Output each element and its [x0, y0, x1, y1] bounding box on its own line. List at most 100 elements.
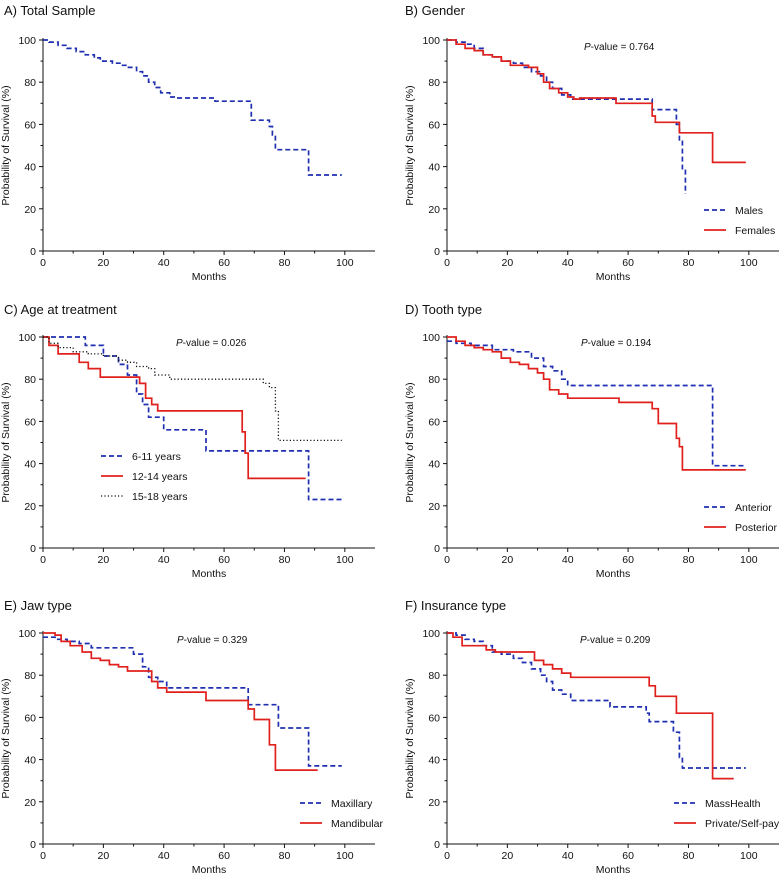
p-value-prefix: P — [176, 338, 183, 349]
chart-panel-2: B) Gender 0 20 40 60 80 100 0 20 40 60 80 100 Months P… — [404, 3, 779, 283]
x-tick-label: 0 — [40, 554, 46, 566]
chart-panel-6: F) Insurance type 0 20 40 60 80 100 0 20 40 60 80 10… — [404, 598, 780, 876]
legend-label: 15-18 years — [132, 491, 187, 503]
y-tick-label: 60 — [428, 712, 440, 724]
p-value-value: -value = 0.209 — [587, 635, 651, 646]
chart-panel-3: C) Age at treatment 0 20 40 60 80 100 0 20 40 60 80… — [0, 302, 375, 580]
p-value-label: P-value = 0.764 — [584, 42, 655, 53]
y-axis-label: Probability of Survival (%) — [404, 382, 416, 502]
panel-title: E) Jaw type — [4, 598, 72, 613]
legend-label: Mandibular — [331, 818, 383, 830]
y-tick-label: 60 — [24, 712, 36, 724]
p-value-prefix: P — [581, 338, 588, 349]
y-tick-label: 100 — [18, 332, 36, 344]
series-line-males — [447, 39, 687, 194]
legend-label: Females — [735, 225, 775, 237]
chart-panel-5: E) Jaw type 0 20 40 60 80 100 0 20 40 60 80 100 Month… — [0, 598, 383, 876]
y-tick-label: 0 — [434, 246, 440, 258]
p-value-value: -value = 0.194 — [588, 338, 652, 349]
x-tick-label: 60 — [218, 554, 230, 566]
y-tick-label: 20 — [428, 501, 440, 513]
y-tick-label: 0 — [30, 839, 36, 851]
y-tick-label: 80 — [428, 374, 440, 386]
y-tick-label: 80 — [428, 670, 440, 682]
y-tick-label: 60 — [24, 119, 36, 131]
y-tick-label: 100 — [422, 628, 440, 640]
legend-label: 6-11 years — [132, 451, 181, 463]
p-value-label: P-value = 0.026 — [176, 338, 247, 349]
y-tick-label: 40 — [428, 755, 440, 767]
x-tick-label: 0 — [444, 850, 450, 862]
y-tick-label: 40 — [24, 755, 36, 767]
x-tick-label: 100 — [740, 554, 758, 566]
x-tick-label: 60 — [622, 850, 634, 862]
y-tick-label: 40 — [24, 162, 36, 174]
x-tick-label: 40 — [562, 554, 574, 566]
series-line-total — [43, 39, 342, 176]
x-tick-label: 100 — [336, 554, 354, 566]
y-axis-label: Probability of Survival (%) — [404, 85, 416, 205]
p-value-prefix: P — [584, 42, 591, 53]
x-tick-label: 20 — [502, 257, 514, 269]
y-tick-label: 60 — [428, 416, 440, 428]
x-tick-label: 40 — [158, 257, 170, 269]
p-value-prefix: P — [580, 635, 587, 646]
p-value-value: -value = 0.026 — [183, 338, 247, 349]
y-tick-label: 20 — [24, 204, 36, 216]
x-tick-label: 80 — [683, 850, 695, 862]
legend-label: Posterior — [735, 522, 778, 534]
x-tick-label: 60 — [622, 257, 634, 269]
y-tick-label: 40 — [428, 459, 440, 471]
x-tick-label: 100 — [740, 257, 758, 269]
y-tick-label: 80 — [24, 670, 36, 682]
y-tick-label: 20 — [428, 204, 440, 216]
x-axis-label: Months — [192, 864, 226, 876]
p-value-value: -value = 0.764 — [591, 42, 655, 53]
x-tick-label: 40 — [158, 554, 170, 566]
legend-label: MassHealth — [705, 798, 761, 810]
panel-title: A) Total Sample — [4, 3, 96, 18]
series-line-maxillary — [43, 636, 342, 767]
legend-label: Maxillary — [331, 798, 373, 810]
y-axis-label: Probability of Survival (%) — [404, 678, 416, 798]
y-tick-label: 80 — [24, 77, 36, 89]
y-tick-label: 100 — [422, 35, 440, 47]
p-value-label: P-value = 0.209 — [580, 635, 651, 646]
x-tick-label: 100 — [336, 850, 354, 862]
x-tick-label: 80 — [683, 257, 695, 269]
panel-title: B) Gender — [405, 3, 466, 18]
y-tick-label: 0 — [434, 839, 440, 851]
x-tick-label: 40 — [562, 257, 574, 269]
y-axis-label: Probability of Survival (%) — [0, 382, 12, 502]
y-tick-label: 20 — [24, 501, 36, 513]
x-tick-label: 0 — [444, 257, 450, 269]
y-tick-label: 60 — [428, 119, 440, 131]
x-tick-label: 100 — [740, 850, 758, 862]
x-axis-label: Months — [596, 271, 630, 283]
legend-label: Males — [735, 205, 763, 217]
y-tick-label: 0 — [30, 543, 36, 555]
x-tick-label: 20 — [98, 257, 110, 269]
p-value-label: P-value = 0.194 — [581, 338, 652, 349]
y-axis-label: Probability of Survival (%) — [0, 85, 12, 205]
y-tick-label: 40 — [24, 459, 36, 471]
x-tick-label: 80 — [279, 850, 291, 862]
legend-label: Anterior — [735, 502, 772, 514]
x-axis-label: Months — [192, 271, 226, 283]
x-axis-label: Months — [596, 864, 630, 876]
series-line-15-18-years — [43, 336, 342, 442]
y-tick-label: 40 — [428, 162, 440, 174]
x-tick-label: 80 — [279, 257, 291, 269]
y-axis-label: Probability of Survival (%) — [0, 678, 12, 798]
series-line-females — [447, 39, 746, 164]
y-tick-label: 0 — [30, 246, 36, 258]
x-axis-label: Months — [192, 568, 226, 580]
p-value-prefix: P — [177, 635, 184, 646]
panel-title: D) Tooth type — [405, 302, 482, 317]
series-line-anterior — [447, 340, 746, 467]
panel-title: C) Age at treatment — [4, 302, 117, 317]
x-tick-label: 40 — [158, 850, 170, 862]
x-axis-label: Months — [596, 568, 630, 580]
p-value-value: -value = 0.329 — [184, 635, 248, 646]
